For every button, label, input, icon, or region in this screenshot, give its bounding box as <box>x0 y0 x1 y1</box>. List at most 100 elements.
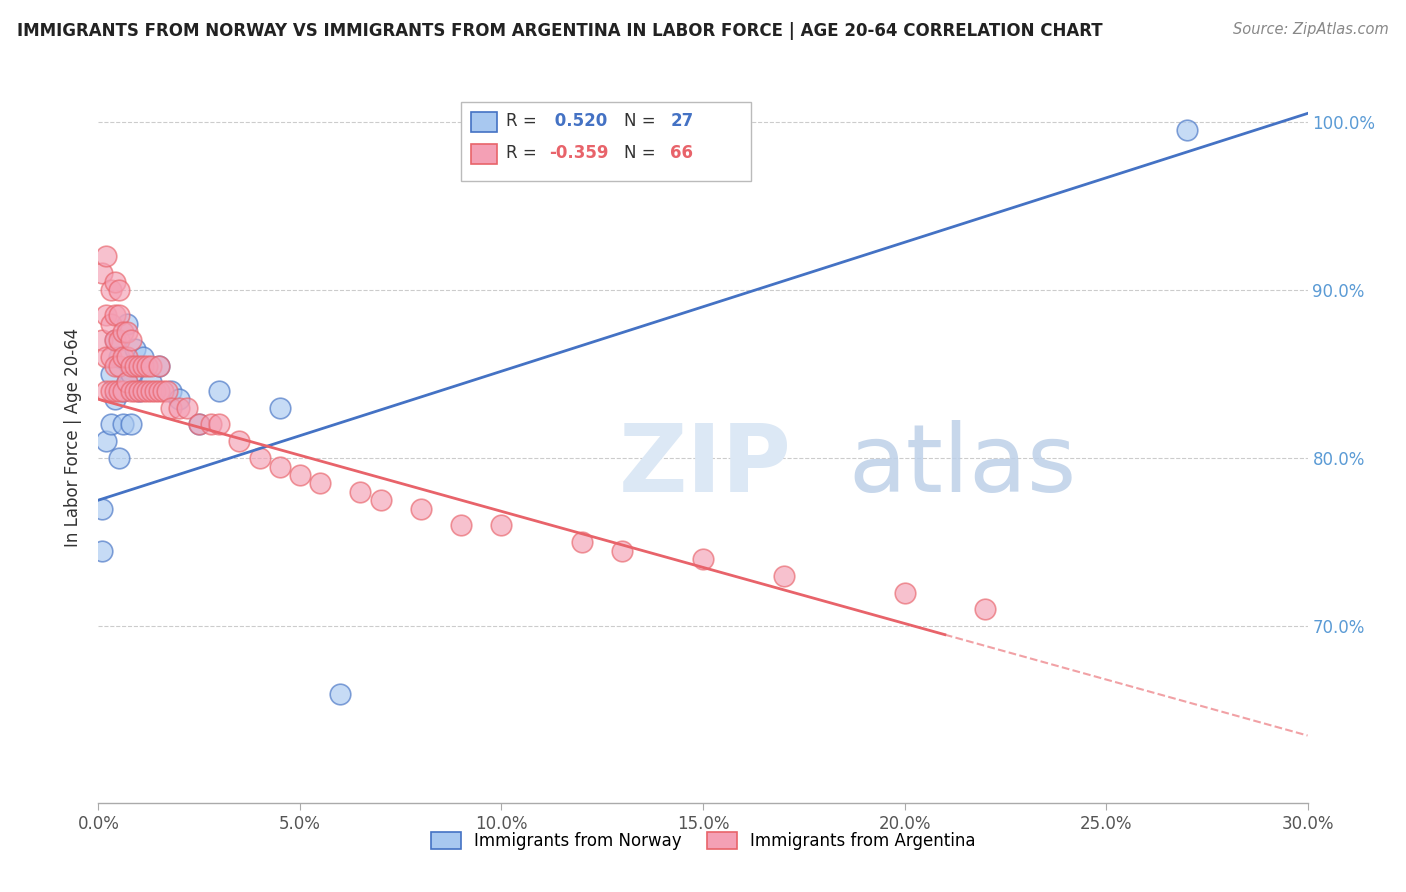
Point <box>612 543 634 558</box>
Point <box>269 459 291 474</box>
Point <box>139 376 162 390</box>
Point <box>96 350 118 364</box>
Point <box>132 359 155 373</box>
Point <box>148 359 170 373</box>
Point <box>96 434 118 449</box>
Text: -0.359: -0.359 <box>550 145 609 162</box>
Point <box>143 384 166 398</box>
Point <box>111 384 134 398</box>
Point <box>409 501 432 516</box>
Text: R =: R = <box>506 145 541 162</box>
Point <box>188 417 211 432</box>
Text: R =: R = <box>506 112 541 130</box>
Point <box>107 384 129 398</box>
Text: N =: N = <box>624 112 661 130</box>
Point <box>111 384 134 398</box>
Point <box>120 384 142 398</box>
Point <box>269 401 291 415</box>
Point <box>107 350 129 364</box>
Text: Source: ZipAtlas.com: Source: ZipAtlas.com <box>1233 22 1389 37</box>
Point <box>139 359 162 373</box>
Text: 0.520: 0.520 <box>550 112 607 130</box>
Point <box>249 451 271 466</box>
Point <box>103 275 125 289</box>
Point <box>288 467 311 482</box>
Point <box>103 384 125 398</box>
Point <box>167 392 190 407</box>
Point <box>100 367 122 381</box>
Point <box>156 384 179 398</box>
Point <box>450 518 472 533</box>
Point <box>309 476 332 491</box>
Point <box>100 350 122 364</box>
Point <box>100 384 122 398</box>
Point <box>91 543 114 558</box>
Point <box>103 392 125 407</box>
Point <box>100 283 122 297</box>
Point <box>571 535 593 549</box>
Point <box>107 359 129 373</box>
Point <box>139 384 162 398</box>
Point <box>103 359 125 373</box>
Point <box>148 359 170 373</box>
Text: ZIP: ZIP <box>619 420 792 512</box>
Point <box>349 484 371 499</box>
Point <box>103 334 125 348</box>
Point <box>772 569 794 583</box>
Point <box>148 384 170 398</box>
Point <box>107 283 129 297</box>
Point <box>100 417 122 432</box>
Point <box>124 359 146 373</box>
Point <box>132 384 155 398</box>
Text: N =: N = <box>624 145 661 162</box>
Point <box>692 552 714 566</box>
Point <box>370 493 392 508</box>
Point <box>103 334 125 348</box>
Text: atlas: atlas <box>848 420 1077 512</box>
Point <box>115 376 138 390</box>
Point <box>152 384 174 398</box>
Point <box>120 334 142 348</box>
Legend: Immigrants from Norway, Immigrants from Argentina: Immigrants from Norway, Immigrants from … <box>425 825 981 856</box>
Point <box>91 334 114 348</box>
Point <box>107 308 129 322</box>
Point <box>128 359 150 373</box>
Point <box>120 417 142 432</box>
Point <box>160 384 183 398</box>
Point <box>96 384 118 398</box>
Point <box>128 384 150 398</box>
Point <box>111 417 134 432</box>
Point <box>228 434 250 449</box>
Point <box>893 585 915 599</box>
Point <box>91 266 114 280</box>
Point <box>491 518 513 533</box>
Y-axis label: In Labor Force | Age 20-64: In Labor Force | Age 20-64 <box>65 327 83 547</box>
Point <box>107 334 129 348</box>
Text: 66: 66 <box>671 145 693 162</box>
Point <box>974 602 997 616</box>
FancyBboxPatch shape <box>461 102 751 181</box>
Point <box>188 417 211 432</box>
Point <box>200 417 222 432</box>
FancyBboxPatch shape <box>471 112 498 132</box>
Point <box>208 384 231 398</box>
Point <box>115 350 138 364</box>
Point <box>107 451 129 466</box>
Point <box>120 367 142 381</box>
Point <box>208 417 231 432</box>
Point <box>91 501 114 516</box>
Text: IMMIGRANTS FROM NORWAY VS IMMIGRANTS FROM ARGENTINA IN LABOR FORCE | AGE 20-64 C: IMMIGRANTS FROM NORWAY VS IMMIGRANTS FRO… <box>17 22 1102 40</box>
Point <box>176 401 198 415</box>
Point <box>96 249 118 263</box>
Point <box>103 308 125 322</box>
Point <box>135 359 157 373</box>
Point <box>124 384 146 398</box>
Point <box>115 317 138 331</box>
Point <box>100 317 122 331</box>
Point <box>111 325 134 339</box>
Point <box>329 686 352 700</box>
Point <box>160 401 183 415</box>
Point <box>1175 123 1198 137</box>
Point <box>132 350 155 364</box>
Point <box>167 401 190 415</box>
